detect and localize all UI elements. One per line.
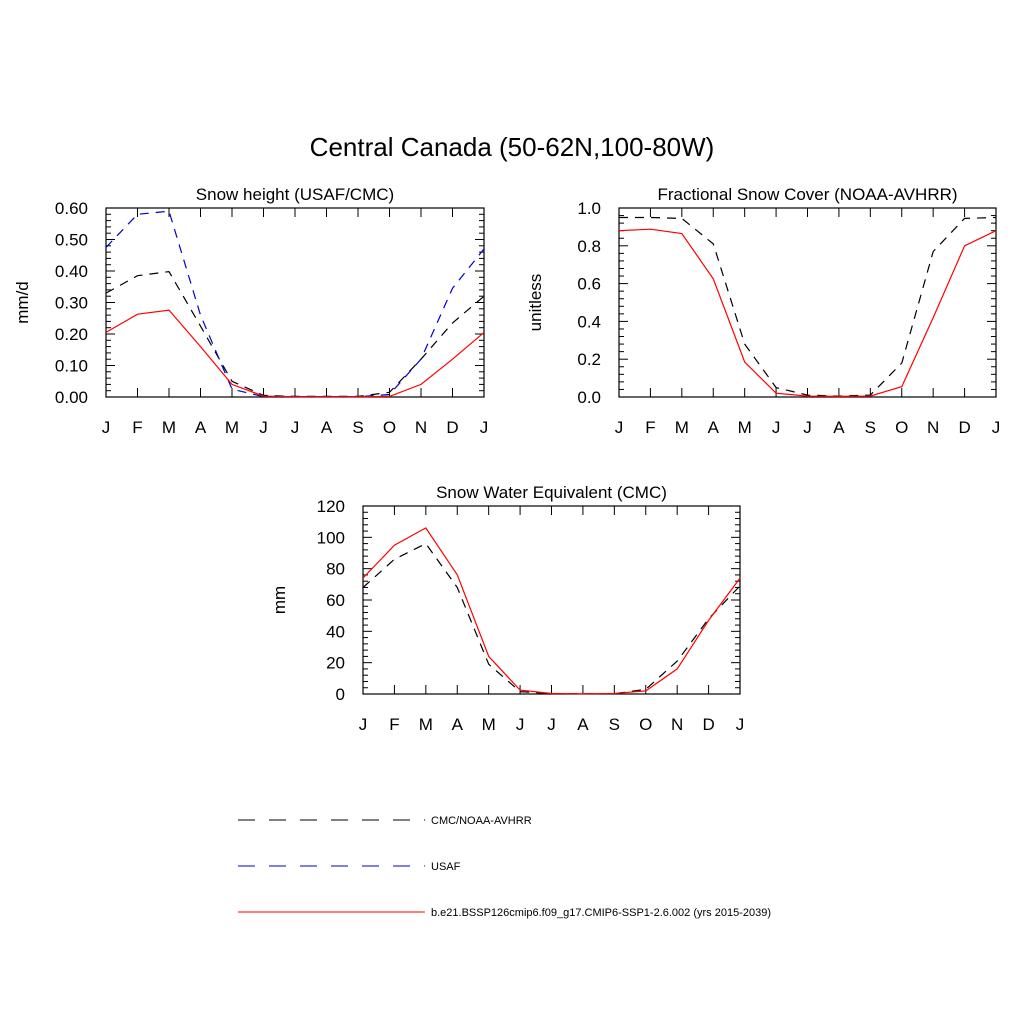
x-tick-label: M bbox=[482, 715, 496, 734]
y-tick-label: 0.00 bbox=[55, 388, 88, 407]
y-axis-label: mm/d bbox=[13, 281, 32, 324]
y-tick-label: 0.6 bbox=[577, 275, 601, 294]
y-tick-label: 0.60 bbox=[55, 199, 88, 218]
series-line-cmc-noaa-avhrr bbox=[619, 216, 997, 397]
series-line-b-e21-bssp126cmip6-f09-g17-cmip6-ssp1-2-6-002-yrs-2015-2039 bbox=[618, 228, 997, 398]
x-tick-label: D bbox=[702, 715, 714, 734]
x-tick-label: J bbox=[736, 715, 745, 734]
chart-panel-2: Fractional Snow Cover (NOAA-AVHRR) unitle… bbox=[526, 185, 1000, 437]
y-tick-label: 0.30 bbox=[55, 294, 88, 313]
y-tick-label: 0 bbox=[336, 685, 345, 704]
x-tick-label: F bbox=[132, 418, 142, 437]
y-tick-label: 0.50 bbox=[55, 231, 88, 250]
x-tick-label: F bbox=[389, 715, 399, 734]
y-tick-label: 120 bbox=[317, 497, 345, 516]
chart-panel-1: Snow height (USAF/CMC)mm/dJ F M A M J J A S O N D J0… bbox=[13, 185, 488, 437]
x-tick-label: J bbox=[359, 715, 368, 734]
x-tick-label: J bbox=[259, 418, 268, 437]
x-tick-label: N bbox=[415, 418, 427, 437]
x-tick-label: A bbox=[321, 418, 333, 437]
legend-label: USAF bbox=[431, 861, 461, 873]
y-tick-label: 0.4 bbox=[577, 312, 601, 331]
x-tick-label: A bbox=[708, 418, 720, 437]
panel-title: Snow Water Equivalent (CMC) bbox=[436, 483, 667, 502]
y-tick-label: 100 bbox=[317, 528, 345, 547]
series-line-cmc-noaa-avhrr bbox=[362, 542, 741, 695]
figure-title: Central Canada (50-62N,100-80W) bbox=[310, 132, 715, 162]
panel-title: Snow height (USAF/CMC) bbox=[196, 185, 394, 204]
x-tick-label: J bbox=[102, 418, 111, 437]
legend: CMC/NOAA-AVHRR USAF b.e21.BSSP126cmip6.f09… bbox=[238, 815, 771, 919]
panel-title: Fractional Snow Cover (NOAA-AVHRR) bbox=[657, 185, 957, 204]
y-tick-label: 0.2 bbox=[577, 350, 601, 369]
y-tick-label: 20 bbox=[326, 654, 345, 673]
x-tick-label: J bbox=[772, 418, 781, 437]
x-tick-label: O bbox=[895, 418, 908, 437]
panels: Snow height (USAF/CMC)mm/dJ F M A M J J A S O N D J0… bbox=[13, 185, 1000, 734]
x-tick-label: M bbox=[675, 418, 689, 437]
series-line-b-e21-bssp126cmip6-f09-g17-cmip6-ssp1-2-6-002-yrs-2015-2039 bbox=[105, 309, 485, 398]
series-line-b-e21-bssp126cmip6-f09-g17-cmip6-ssp1-2-6-002-yrs-2015-2039 bbox=[362, 527, 741, 695]
x-tick-label: J bbox=[615, 418, 624, 437]
x-tick-label: N bbox=[927, 418, 939, 437]
x-tick-label: M bbox=[738, 418, 752, 437]
y-axis-label: mm bbox=[270, 586, 289, 614]
x-tick-label: M bbox=[419, 715, 433, 734]
y-tick-label: 0.40 bbox=[55, 262, 88, 281]
x-tick-label: A bbox=[833, 418, 845, 437]
y-tick-label: 0.0 bbox=[577, 388, 601, 407]
y-tick-label: 0.10 bbox=[55, 357, 88, 376]
x-tick-label: J bbox=[992, 418, 1001, 437]
x-tick-label: O bbox=[383, 418, 396, 437]
legend-label: CMC/NOAA-AVHRR bbox=[431, 815, 532, 827]
x-tick-label: S bbox=[865, 418, 876, 437]
x-tick-label: S bbox=[352, 418, 363, 437]
x-tick-label: A bbox=[195, 418, 207, 437]
x-tick-label: S bbox=[609, 715, 620, 734]
x-tick-label: F bbox=[645, 418, 655, 437]
legend-label: b.e21.BSSP126cmip6.f09_g17.CMIP6-SSP1-2.… bbox=[431, 907, 771, 919]
x-tick-label: N bbox=[671, 715, 683, 734]
x-tick-label: D bbox=[958, 418, 970, 437]
series-line-usaf bbox=[105, 210, 485, 398]
x-tick-label: O bbox=[639, 715, 652, 734]
y-tick-label: 1.0 bbox=[577, 199, 601, 218]
x-tick-label: M bbox=[225, 418, 239, 437]
x-tick-label: M bbox=[162, 418, 176, 437]
x-tick-label: J bbox=[803, 418, 812, 437]
x-tick-label: J bbox=[480, 418, 489, 437]
y-axis-label: unitless bbox=[526, 274, 545, 332]
chart-panel-3: Snow Water Equivalent (CMC)mmJ F M A M J J A S O N… bbox=[270, 483, 744, 734]
x-tick-label: J bbox=[516, 715, 525, 734]
x-tick-label: J bbox=[547, 715, 556, 734]
y-tick-label: 40 bbox=[326, 622, 345, 641]
y-tick-label: 0.20 bbox=[55, 325, 88, 344]
x-tick-label: D bbox=[446, 418, 458, 437]
y-tick-label: 0.8 bbox=[577, 237, 601, 256]
x-tick-label: A bbox=[452, 715, 464, 734]
y-tick-label: 80 bbox=[326, 560, 345, 579]
x-tick-label: J bbox=[291, 418, 300, 437]
x-tick-label: A bbox=[577, 715, 589, 734]
y-tick-label: 60 bbox=[326, 591, 345, 610]
